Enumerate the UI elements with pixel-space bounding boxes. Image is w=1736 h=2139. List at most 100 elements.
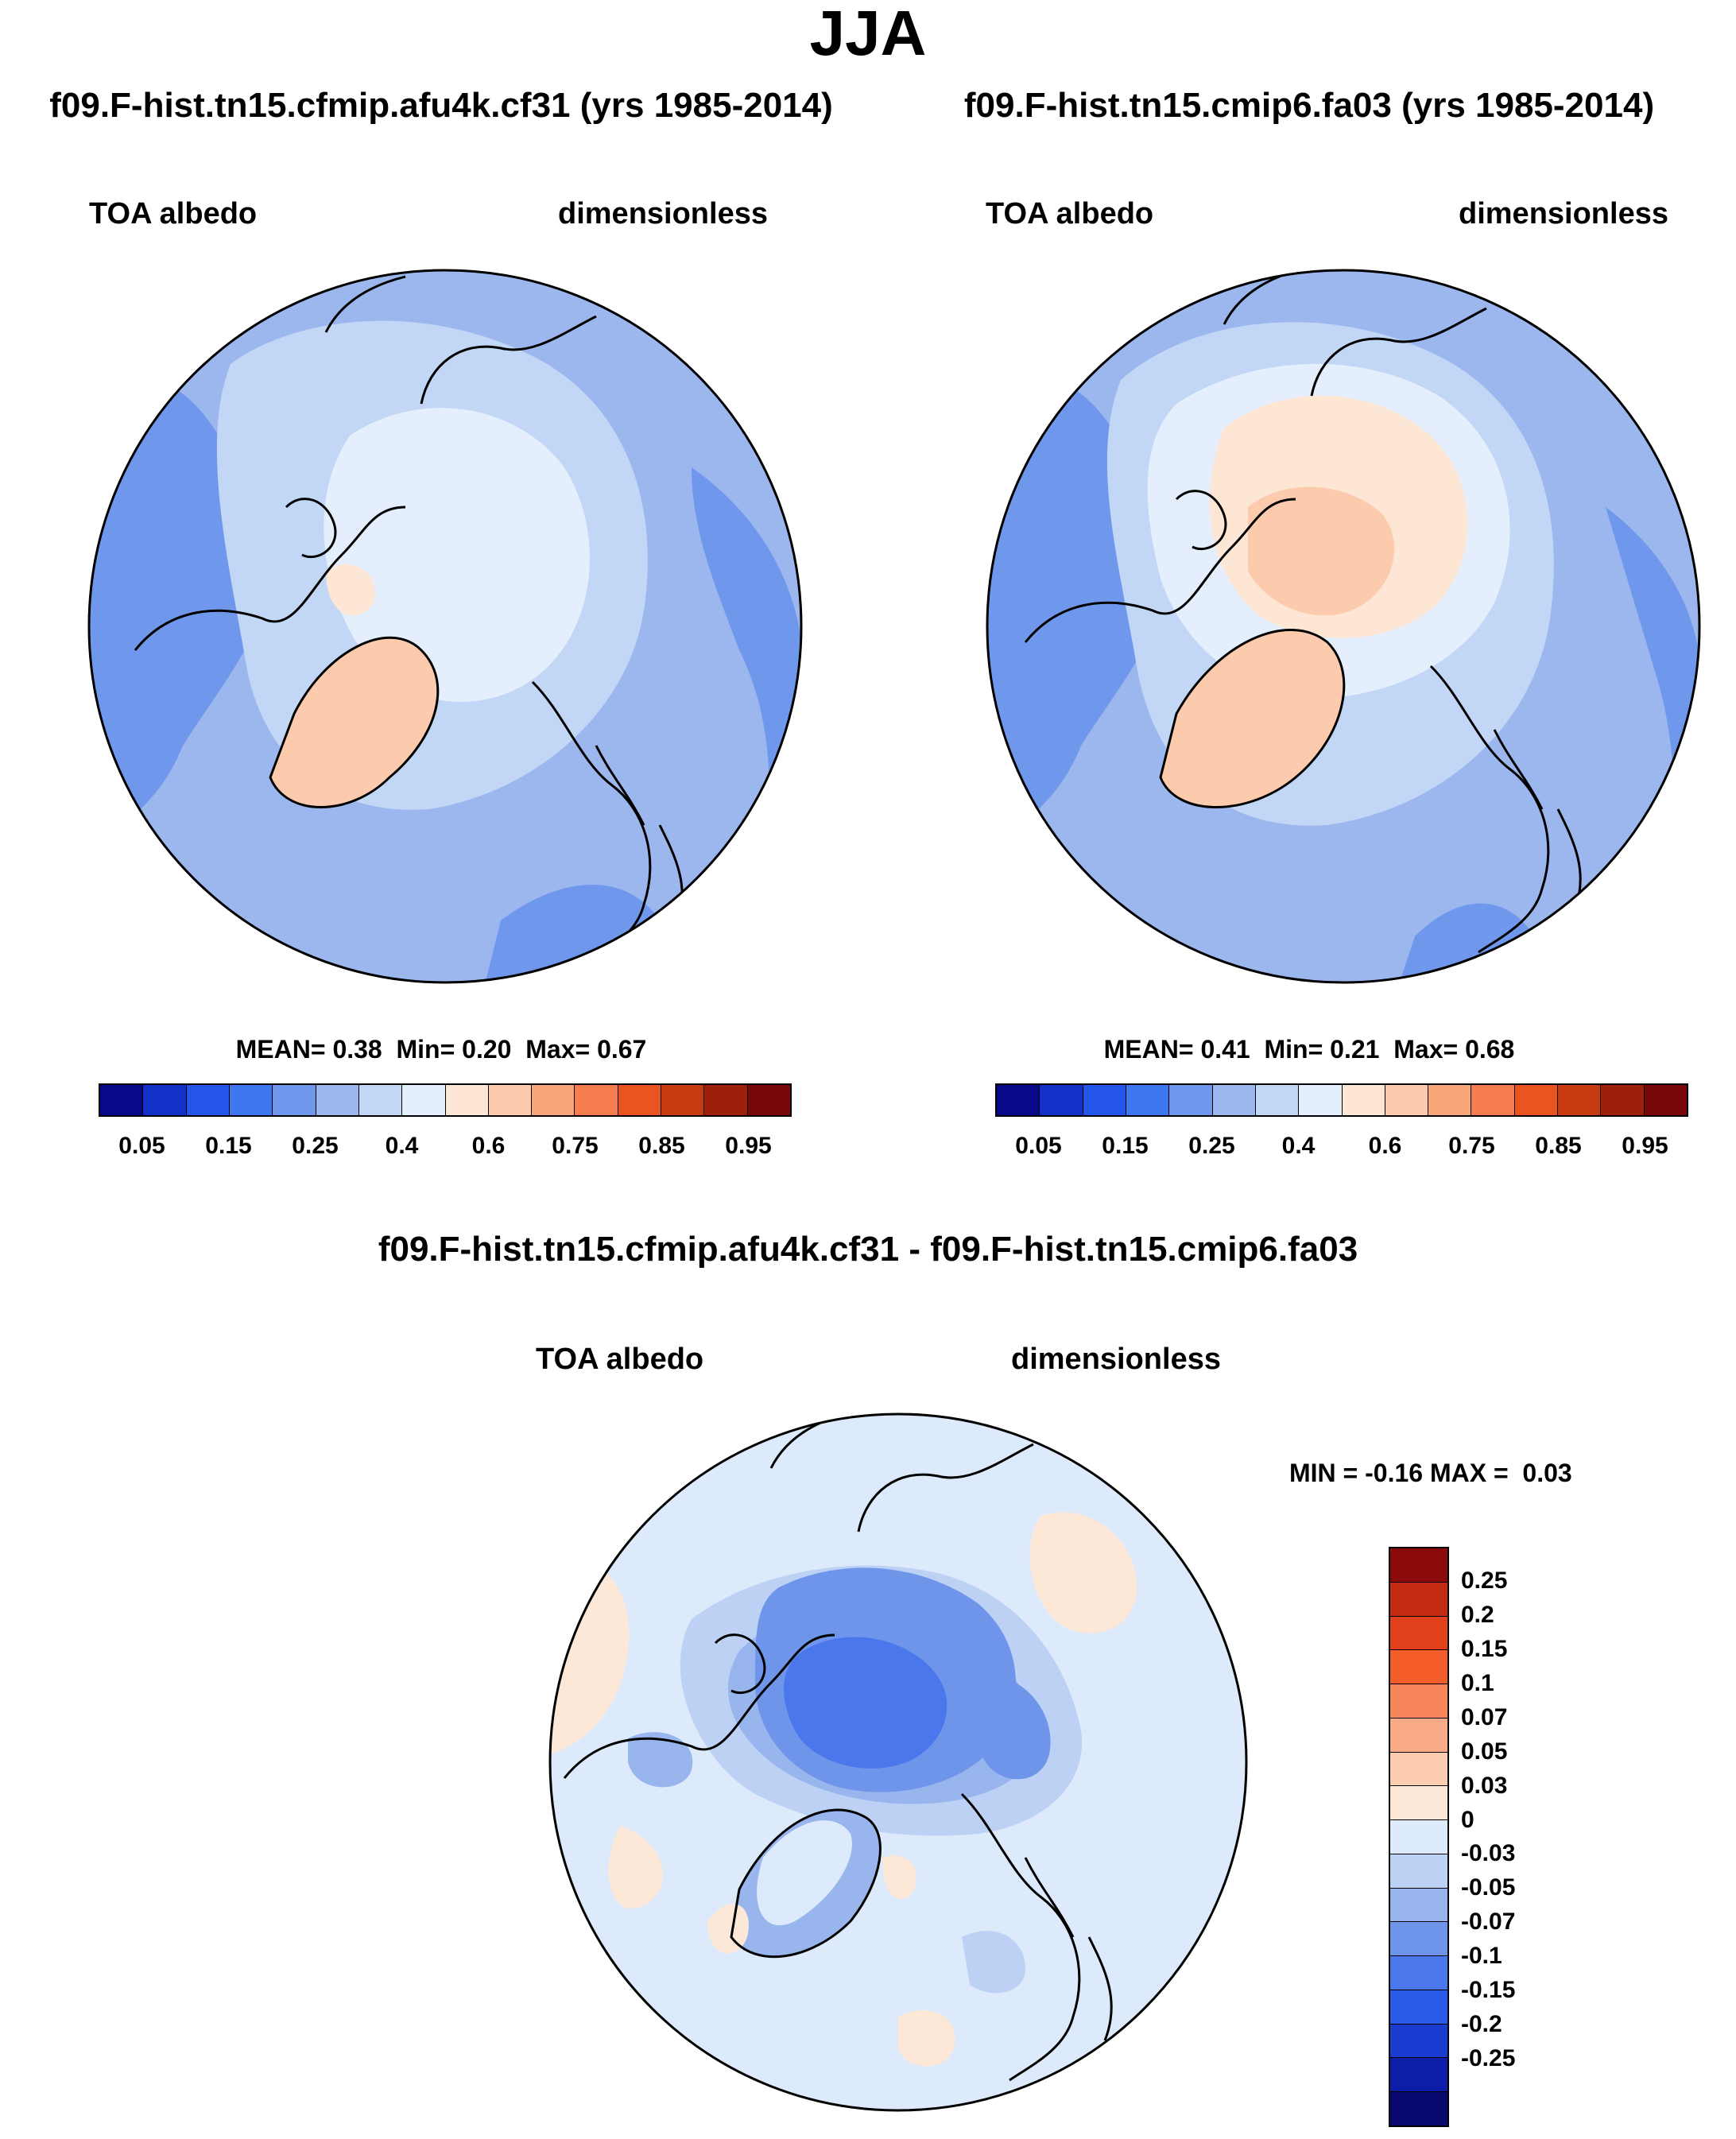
diff-panel-variable: TOA albedo bbox=[536, 1343, 704, 1376]
tick-label: 0 bbox=[1461, 1806, 1474, 1833]
panel-b-units: dimensionless bbox=[1459, 197, 1668, 231]
tick-label: 0.25 bbox=[1461, 1567, 1508, 1594]
diff-colorbar bbox=[1389, 1547, 1449, 2127]
colorbar-swatch bbox=[661, 1085, 705, 1115]
colorbar-swatch bbox=[1601, 1085, 1645, 1115]
tick-label: 0.95 bbox=[1622, 1133, 1668, 1159]
colorbar-swatch bbox=[1390, 1786, 1447, 1821]
colorbar-swatch bbox=[1428, 1085, 1472, 1115]
diff-min-value: -0.16 bbox=[1365, 1459, 1424, 1487]
panel-a-case-title: f09.F-hist.tn15.cfmip.afu4k.cf31 (yrs 19… bbox=[49, 86, 833, 125]
colorbar-swatch bbox=[747, 1085, 790, 1115]
diff-colorbar-ticks: 0.25 0.2 0.15 0.1 0.07 0.05 0.03 0 -0.03 -0.05 -0.… bbox=[1461, 1547, 1588, 2127]
colorbar-swatch bbox=[1083, 1085, 1126, 1115]
tick-label: -0.05 bbox=[1461, 1874, 1516, 1901]
colorbar-swatch bbox=[1390, 1582, 1447, 1617]
diff-panel-stats: MIN = -0.16 MAX = 0.03 bbox=[1289, 1457, 1572, 1489]
min-label: Min= bbox=[396, 1035, 455, 1064]
max-value: 0.68 bbox=[1465, 1035, 1515, 1064]
min-value: 0.21 bbox=[1330, 1035, 1380, 1064]
panel-b-variable: TOA albedo bbox=[986, 197, 1154, 231]
colorbar-swatch bbox=[100, 1085, 144, 1115]
colorbar-swatch bbox=[1390, 1922, 1447, 1957]
tick-label: -0.2 bbox=[1461, 2011, 1502, 2038]
panel-b-polar-map bbox=[986, 269, 1701, 984]
colorbar-swatch bbox=[704, 1085, 748, 1115]
tick-label: 0.6 bbox=[1368, 1133, 1402, 1159]
figure-title: JJA bbox=[809, 0, 927, 68]
tick-label: 0.15 bbox=[1102, 1133, 1149, 1159]
tick-label: 0.15 bbox=[1461, 1635, 1508, 1662]
tick-label: 0.05 bbox=[118, 1133, 165, 1159]
diff-max-value: 0.03 bbox=[1522, 1459, 1572, 1487]
colorbar-swatch bbox=[1390, 1990, 1447, 2025]
diff-panel-case-title: f09.F-hist.tn15.cfmip.afu4k.cf31 - f09.F… bbox=[378, 1230, 1358, 1269]
max-label: Max= bbox=[1393, 1035, 1459, 1064]
colorbar-swatch bbox=[997, 1085, 1040, 1115]
colorbar-swatch bbox=[1040, 1085, 1083, 1115]
colorbar-swatch bbox=[1390, 1650, 1447, 1685]
colorbar-swatch bbox=[1390, 2058, 1447, 2093]
colorbar-swatch bbox=[1212, 1085, 1256, 1115]
panel-a-polar-map bbox=[87, 269, 803, 984]
panel-a-colorbar-ticks: 0.05 0.15 0.25 0.4 0.6 0.75 0.85 0.95 bbox=[99, 1133, 792, 1164]
colorbar-swatch bbox=[402, 1085, 446, 1115]
colorbar-swatch bbox=[1390, 1684, 1447, 1719]
colorbar-swatch bbox=[1255, 1085, 1300, 1115]
colorbar-swatch bbox=[1390, 1616, 1447, 1651]
tick-label: 0.4 bbox=[1281, 1133, 1316, 1159]
colorbar-swatch bbox=[1299, 1085, 1343, 1115]
tick-label: 0.75 bbox=[1448, 1133, 1495, 1159]
colorbar-swatch bbox=[1390, 2092, 1447, 2126]
tick-label: 0.85 bbox=[1535, 1133, 1582, 1159]
diff-max-label: MAX = bbox=[1429, 1459, 1509, 1487]
colorbar-swatch bbox=[1558, 1085, 1602, 1115]
panel-b-colorbar-ticks: 0.05 0.15 0.25 0.4 0.6 0.75 0.85 0.95 bbox=[995, 1133, 1688, 1164]
tick-label: 0.25 bbox=[292, 1133, 339, 1159]
colorbar-swatch bbox=[1390, 2024, 1447, 2059]
colorbar-swatch bbox=[316, 1085, 359, 1115]
mean-label: MEAN= bbox=[1103, 1035, 1194, 1064]
colorbar-swatch bbox=[1342, 1085, 1385, 1115]
tick-label: 0.07 bbox=[1461, 1703, 1508, 1730]
colorbar-swatch bbox=[1471, 1085, 1515, 1115]
colorbar-swatch bbox=[1385, 1085, 1429, 1115]
panel-a-stats: MEAN= 0.38 Min= 0.20 Max= 0.67 bbox=[0, 1033, 882, 1065]
tick-label: -0.15 bbox=[1461, 1977, 1516, 2004]
mean-value: 0.38 bbox=[332, 1035, 382, 1064]
panel-a-units: dimensionless bbox=[558, 197, 768, 231]
colorbar-swatch bbox=[488, 1085, 533, 1115]
tick-label: -0.1 bbox=[1461, 1943, 1502, 1970]
colorbar-swatch bbox=[1126, 1085, 1170, 1115]
diff-min-label: MIN = bbox=[1289, 1459, 1358, 1487]
colorbar-swatch bbox=[532, 1085, 575, 1115]
colorbar-swatch bbox=[186, 1085, 230, 1115]
colorbar-swatch bbox=[1644, 1085, 1687, 1115]
colorbar-swatch bbox=[618, 1085, 662, 1115]
panel-b-colorbar bbox=[995, 1083, 1688, 1117]
colorbar-swatch bbox=[1390, 1820, 1447, 1854]
min-label: Min= bbox=[1264, 1035, 1323, 1064]
colorbar-swatch bbox=[1514, 1085, 1559, 1115]
tick-label: 0.6 bbox=[471, 1133, 506, 1159]
tick-label: 0.95 bbox=[725, 1133, 772, 1159]
colorbar-swatch bbox=[143, 1085, 187, 1115]
tick-label: 0.85 bbox=[638, 1133, 685, 1159]
tick-label: -0.03 bbox=[1461, 1840, 1516, 1867]
colorbar-swatch bbox=[1390, 1888, 1447, 1923]
colorbar-swatch bbox=[1390, 1854, 1447, 1889]
tick-label: 0.75 bbox=[552, 1133, 599, 1159]
tick-label: 0.1 bbox=[1461, 1669, 1494, 1696]
tick-label: 0.05 bbox=[1461, 1738, 1508, 1765]
panel-a-colorbar bbox=[99, 1083, 792, 1117]
colorbar-swatch bbox=[1390, 1718, 1447, 1753]
mean-label: MEAN= bbox=[235, 1035, 326, 1064]
panel-a-variable: TOA albedo bbox=[89, 197, 258, 231]
max-label: Max= bbox=[525, 1035, 591, 1064]
tick-label: -0.25 bbox=[1461, 2045, 1516, 2072]
panel-b-case-title: f09.F-hist.tn15.cmip6.fa03 (yrs 1985-201… bbox=[963, 86, 1655, 125]
colorbar-swatch bbox=[575, 1085, 618, 1115]
diff-panel-polar-map bbox=[548, 1412, 1248, 2112]
tick-label: 0.05 bbox=[1015, 1133, 1062, 1159]
tick-label: 0.25 bbox=[1188, 1133, 1235, 1159]
